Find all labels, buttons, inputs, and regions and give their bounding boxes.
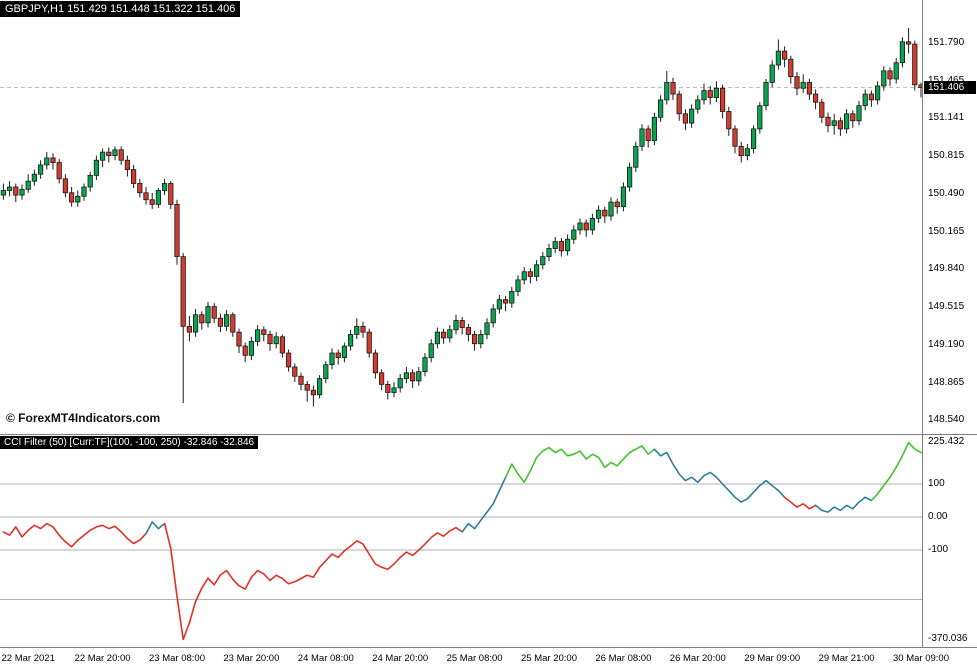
price-axis-label: 151.141 [928, 112, 965, 124]
symbol-ohlc-label: GBPJPY,H1 151.429 151.448 151.322 151.40… [0, 1, 241, 17]
cci-axis-label: -370.036 [928, 633, 968, 645]
price-axis-label: 151.790 [928, 36, 965, 48]
price-axis-label: 148.540 [928, 414, 965, 426]
time-axis-label: 24 Mar 20:00 [372, 653, 429, 664]
time-axis-label: 29 Mar 21:00 [818, 653, 875, 664]
time-axis-label: 29 Mar 09:00 [744, 653, 801, 664]
cci-indicator-panel[interactable] [0, 436, 922, 646]
candlestick-chart[interactable] [0, 0, 922, 432]
cci-axis-label: -100 [928, 544, 949, 556]
cci-axis-label: 100 [928, 477, 945, 489]
price-axis-label: 149.840 [928, 263, 965, 275]
time-axis-label: 26 Mar 20:00 [669, 653, 726, 664]
cci-axis-label: 225.432 [928, 436, 965, 448]
watermark: © ForexMT4Indicators.com [6, 411, 161, 425]
time-axis-label: 22 Mar 2021 [1, 653, 55, 664]
time-axis-label: 22 Mar 20:00 [74, 653, 131, 664]
time-axis-label: 24 Mar 08:00 [297, 653, 354, 664]
axis-separator [922, 0, 923, 647]
main-chart-area[interactable] [0, 0, 922, 432]
cci-indicator-label: CCI Filter (50) [Curr:TF](100, -100, 250… [0, 436, 259, 449]
time-axis-label: 30 Mar 09:00 [893, 653, 949, 664]
price-axis-label: 148.865 [928, 376, 965, 388]
time-axis-label: 25 Mar 08:00 [446, 653, 503, 664]
time-axis-label: 25 Mar 20:00 [521, 653, 577, 664]
price-axis-label: 149.190 [928, 338, 965, 350]
price-axis-label: 150.490 [928, 187, 965, 199]
cci-line-chart[interactable] [0, 436, 922, 646]
cci-value-axis[interactable]: 225.432 100 0.00 -100 -370.036 [923, 436, 977, 646]
price-axis[interactable]: 151.406 151.790 151.465 151.141 150.815 150.… [923, 0, 977, 432]
time-axis-label: 23 Mar 08:00 [149, 653, 205, 664]
price-axis-label: 149.515 [928, 301, 965, 313]
time-axis-label: 26 Mar 08:00 [595, 653, 652, 664]
panel-separator[interactable] [0, 434, 977, 435]
time-axis[interactable]: 22 Mar 2021 22 Mar 20:00 23 Mar 08:00 23 Ma… [0, 647, 977, 672]
current-price-badge: 151.406 [924, 80, 976, 94]
price-axis-label: 150.815 [928, 150, 965, 162]
cci-axis-label: 0.00 [928, 511, 948, 523]
price-axis-label: 150.165 [928, 225, 965, 237]
price-axis-label: 151.465 [928, 75, 964, 86]
time-axis-label: 23 Mar 20:00 [223, 653, 280, 664]
